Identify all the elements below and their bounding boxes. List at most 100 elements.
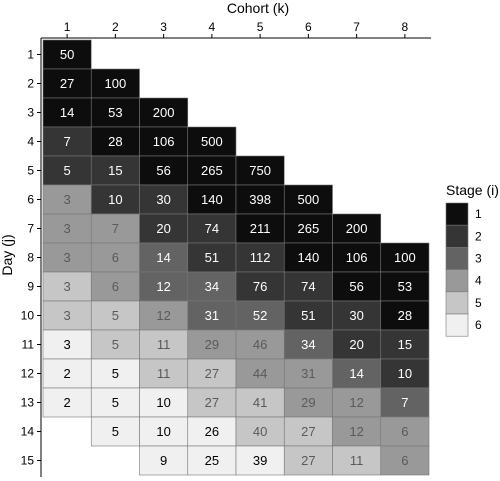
heatmap-cell-label: 6 xyxy=(401,424,408,439)
heatmap-cell-label: 12 xyxy=(349,424,363,439)
heatmap-cell-rect xyxy=(283,271,333,302)
heatmap-cell-rect xyxy=(90,329,140,360)
heatmap-cell: 52 xyxy=(235,300,285,331)
legend: Stage (i) 1 2 3 4 5 6 xyxy=(445,182,499,337)
y-tick-label: 7 xyxy=(27,222,34,236)
heatmap-cell-label: 500 xyxy=(201,134,223,149)
x-tick-label: 3 xyxy=(160,20,167,34)
heatmap-cell-label: 10 xyxy=(108,192,122,207)
heatmap-cell-rect xyxy=(42,68,92,99)
heatmap-cell-label: 27 xyxy=(205,395,219,410)
heatmap-cell-label: 3 xyxy=(64,308,71,323)
heatmap-cell-rect xyxy=(283,358,333,389)
heatmap-cell-rect xyxy=(42,39,92,70)
heatmap-cell-rect xyxy=(187,184,237,215)
heatmap-cell-label: 10 xyxy=(156,424,170,439)
heatmap-cell: 30 xyxy=(139,184,189,215)
heatmap-cell-label: 15 xyxy=(108,163,122,178)
heatmap-cell: 14 xyxy=(139,242,189,273)
heatmap-cell-rect xyxy=(283,184,333,215)
heatmap-cell-label: 5 xyxy=(112,424,119,439)
heatmap-cell: 56 xyxy=(332,271,382,302)
heatmap-cell-rect xyxy=(332,445,382,476)
y-tick-label: 12 xyxy=(21,367,35,381)
heatmap-cell: 40 xyxy=(235,416,285,447)
heatmap-cell-label: 100 xyxy=(105,76,127,91)
heatmap-cell: 27 xyxy=(187,358,237,389)
heatmap-cell-rect xyxy=(90,126,140,157)
heatmap-cell: 27 xyxy=(283,416,333,447)
y-tick-label: 1 xyxy=(27,48,34,62)
heatmap-cell-rect xyxy=(283,387,333,418)
heatmap-cell: 10 xyxy=(380,358,430,389)
heatmap-cell-label: 14 xyxy=(156,250,170,265)
heatmap-cell-label: 20 xyxy=(349,337,363,352)
y-tick-label: 6 xyxy=(27,193,34,207)
heatmap-cell-rect xyxy=(187,271,237,302)
heatmap-cell-label: 15 xyxy=(398,337,412,352)
legend-swatch xyxy=(445,291,469,315)
heatmap-cell-rect xyxy=(90,155,140,186)
y-tick-label: 13 xyxy=(21,396,35,410)
heatmap-cell: 5 xyxy=(90,416,140,447)
heatmap-cell: 50 xyxy=(42,39,92,70)
heatmap-cell-rect xyxy=(380,242,430,273)
heatmap-cell-label: 40 xyxy=(253,424,267,439)
heatmap-cell-rect xyxy=(187,155,237,186)
heatmap-cell: 39 xyxy=(235,445,285,476)
heatmap-cell-label: 3 xyxy=(64,250,71,265)
heatmap-cell-rect xyxy=(187,358,237,389)
heatmap-cell-label: 28 xyxy=(108,134,122,149)
heatmap-cell-label: 398 xyxy=(249,192,271,207)
heatmap-cell: 500 xyxy=(283,184,333,215)
heatmap-cell-label: 30 xyxy=(349,308,363,323)
legend-swatch xyxy=(445,224,469,248)
heatmap-cell-label: 6 xyxy=(112,250,119,265)
heatmap-cell-label: 29 xyxy=(205,337,219,352)
heatmap-cell: 27 xyxy=(283,445,333,476)
heatmap-cell: 2 xyxy=(42,358,92,389)
heatmap-cell-rect xyxy=(90,68,140,99)
heatmap-cell-rect xyxy=(187,387,237,418)
heatmap-cell: 7 xyxy=(380,387,430,418)
heatmap-cell-rect xyxy=(380,271,430,302)
heatmap-cell-rect xyxy=(42,358,92,389)
heatmap-cell-label: 31 xyxy=(205,308,219,323)
heatmap-cell-label: 39 xyxy=(253,453,267,468)
heatmap-cell-label: 14 xyxy=(349,366,363,381)
heatmap-cell-rect xyxy=(139,300,189,331)
heatmap-cell-rect xyxy=(283,416,333,447)
heatmap-cell-label: 9 xyxy=(160,453,167,468)
legend-swatch xyxy=(445,313,469,337)
heatmap-cell-label: 11 xyxy=(157,366,171,381)
heatmap-cell-label: 44 xyxy=(253,366,267,381)
heatmap-cell: 211 xyxy=(235,213,285,244)
x-tick-label: 6 xyxy=(305,20,312,34)
x-tick-label: 8 xyxy=(402,20,409,34)
heatmap-cell: 20 xyxy=(332,329,382,360)
heatmap-cell-label: 51 xyxy=(301,308,315,323)
heatmap-cell: 31 xyxy=(187,300,237,331)
heatmap-cell-label: 29 xyxy=(301,395,315,410)
heatmap-cell-label: 265 xyxy=(201,163,223,178)
legend-label: 2 xyxy=(475,229,482,243)
heatmap-cell-rect xyxy=(332,271,382,302)
heatmap-cell-label: 31 xyxy=(301,366,315,381)
heatmap-cell-label: 50 xyxy=(60,47,74,62)
heatmap-cell-rect xyxy=(187,329,237,360)
heatmap-cell-label: 27 xyxy=(60,76,74,91)
heatmap-cell: 56 xyxy=(139,155,189,186)
heatmap-cell-rect xyxy=(42,387,92,418)
heatmap-cell-label: 28 xyxy=(398,308,412,323)
heatmap-cell-rect xyxy=(139,271,189,302)
heatmap-cell-rect xyxy=(332,358,382,389)
heatmap-cell: 3 xyxy=(42,300,92,331)
heatmap-cell-label: 27 xyxy=(205,366,219,381)
heatmap-cell-rect xyxy=(235,387,285,418)
heatmap-cell-rect xyxy=(235,300,285,331)
heatmap-cell: 3 xyxy=(42,213,92,244)
heatmap-cell-rect xyxy=(332,416,382,447)
heatmap-cell-label: 3 xyxy=(64,279,71,294)
heatmap-cell-label: 34 xyxy=(301,337,315,352)
heatmap-cell-label: 74 xyxy=(205,221,219,236)
